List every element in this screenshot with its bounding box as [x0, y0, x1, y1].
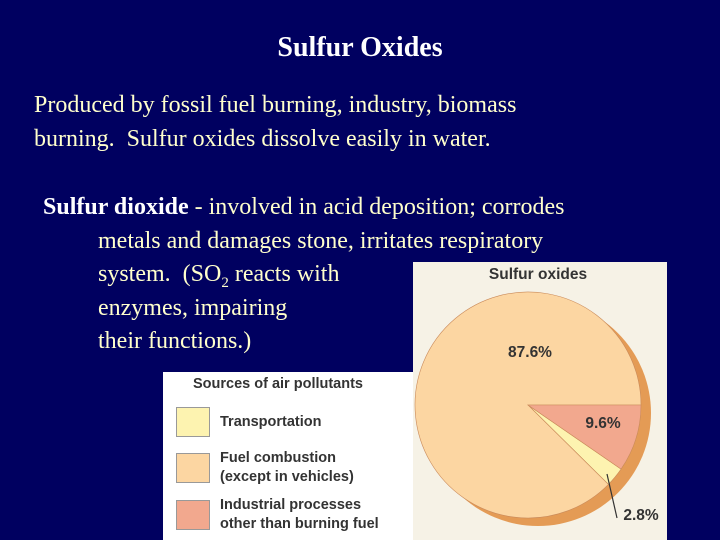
bullet-text: - involved in acid deposition; corrodes	[188, 194, 565, 220]
slide-title: Sulfur Oxides	[277, 32, 443, 63]
legend-label: Transportation	[220, 414, 322, 430]
pie-slice	[414, 291, 642, 519]
legend-swatch	[176, 407, 210, 437]
legend-title: Sources of air pollutants	[193, 376, 363, 392]
pie-slice	[527, 404, 642, 470]
bullet-term: Sulfur dioxide	[43, 194, 189, 220]
legend-swatch	[176, 500, 210, 530]
intro-line: Produced by fossil fuel burning, industr…	[34, 92, 517, 118]
value-label: 9.6%	[585, 415, 621, 432]
bullet-line: enzymes, impairing	[98, 295, 288, 321]
intro-line: burning. Sulfur oxides dissolve easily i…	[34, 126, 491, 152]
label-pointer	[606, 473, 618, 519]
legend-swatch	[176, 453, 210, 483]
chart-title: Sulfur oxides	[489, 266, 587, 283]
legend-label: Fuel combustion (except in vehicles)	[220, 450, 354, 485]
legend-label: Industrial processes other than burning …	[220, 497, 379, 532]
bullet-line: their functions.)	[98, 328, 252, 354]
bullet-text: reacts with	[228, 261, 340, 287]
bullet-line: Sulfur dioxide - involved in acid deposi…	[43, 195, 565, 219]
value-label: 2.8%	[623, 507, 659, 524]
legend: Sources of air pollutants Transportation…	[163, 372, 413, 540]
bullet-line: metals and damages stone, irritates resp…	[98, 228, 544, 254]
subscript: 2	[221, 274, 229, 291]
bullet-line: system. (SO2 reacts with	[98, 262, 339, 291]
bullet-text: system. (SO	[98, 261, 222, 287]
value-label: 87.6%	[508, 344, 552, 361]
